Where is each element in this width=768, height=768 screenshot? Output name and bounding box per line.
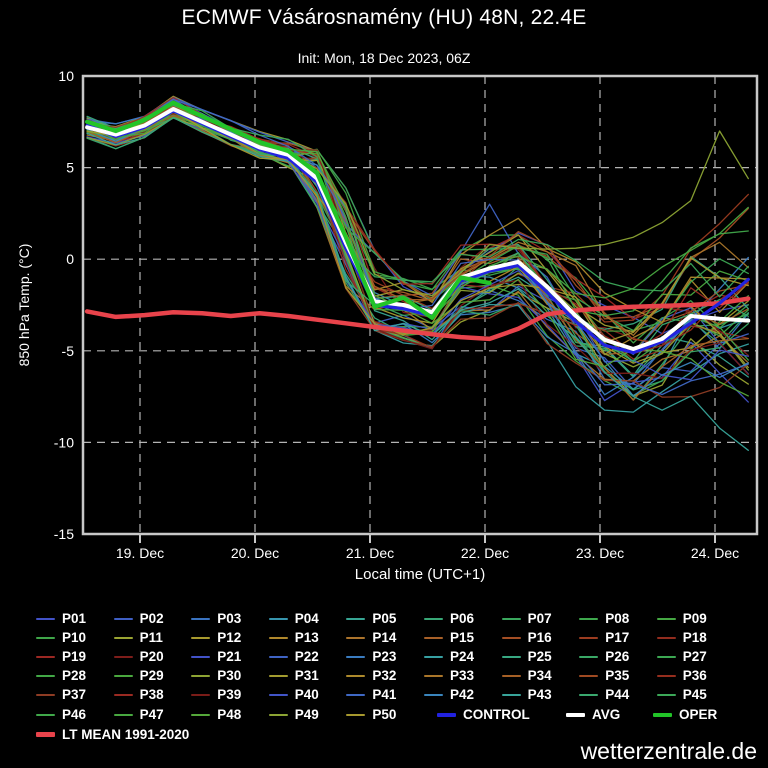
main-series-lines [84,100,751,355]
y-tick-label: 10 [58,68,74,84]
page-title: ECMWF Vásárosnamény (HU) 48N, 22.4E [181,6,587,29]
x-tick-label: 22. Dec [461,545,509,561]
x-tick-label: 23. Dec [576,545,624,561]
y-tick-label: -5 [62,343,75,359]
member-line-P21 [86,117,749,403]
x-tick-label: 20. Dec [231,545,279,561]
init-time-subtitle: Init: Mon, 18 Dec 2023, 06Z [297,50,471,66]
x-tick-label: 19. Dec [116,545,164,561]
oper-line [84,100,492,320]
ensemble-member-lines [86,95,749,451]
member-line-P11 [86,106,749,397]
x-tick-label: 24. Dec [691,545,739,561]
x-axis-label: Local time (UTC+1) [354,566,486,583]
y-tick-label: -10 [54,434,74,450]
member-line-P45 [86,102,749,298]
y-tick-label: -15 [54,526,74,542]
member-line-P40 [86,110,749,381]
member-line-P49 [86,110,749,297]
member-line-P09 [86,107,749,396]
member-line-P39 [86,112,749,379]
member-line-P24 [86,109,749,413]
axis-frame: 19. Dec 20. Dec 21. Dec 22. Dec 23. Dec 24. D… [54,68,759,561]
watermark: wetterzentrale.de [580,738,757,764]
y-tick-label: 0 [66,251,74,267]
member-line-P28 [86,111,749,363]
member-line-P48 [86,107,749,397]
plot-border [81,74,759,536]
member-line-P05 [86,115,749,378]
member-line-P01 [86,97,749,335]
y-tick-label: 5 [66,160,74,176]
member-line-P31 [86,103,749,369]
x-tick-label: 21. Dec [346,545,394,561]
member-line-P44 [86,117,749,362]
lt-mean-line [84,296,751,342]
member-line-P27 [86,114,749,332]
